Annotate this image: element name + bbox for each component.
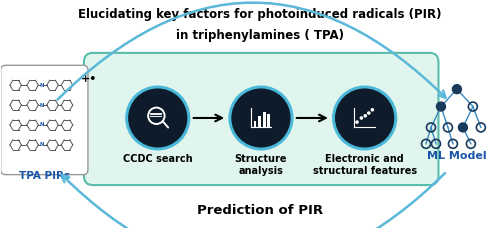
- Circle shape: [364, 115, 366, 117]
- Circle shape: [333, 86, 396, 150]
- Text: Structure
analysis: Structure analysis: [234, 154, 287, 176]
- Text: Elucidating key factors for photoinduced radicals (PIR): Elucidating key factors for photoinduced…: [78, 8, 442, 21]
- FancyArrowPatch shape: [62, 173, 445, 229]
- Bar: [268, 114, 270, 127]
- Circle shape: [372, 109, 374, 111]
- Text: N: N: [40, 142, 44, 147]
- Text: Prediction of PIR: Prediction of PIR: [197, 204, 323, 217]
- Circle shape: [452, 85, 462, 94]
- Circle shape: [368, 112, 370, 114]
- Text: +•: +•: [82, 74, 98, 84]
- Circle shape: [229, 86, 293, 150]
- Circle shape: [336, 89, 394, 147]
- Bar: [258, 116, 261, 127]
- Bar: [254, 121, 256, 127]
- FancyBboxPatch shape: [0, 65, 88, 175]
- Circle shape: [126, 86, 190, 150]
- Text: ML Model: ML Model: [427, 151, 486, 161]
- Circle shape: [356, 121, 358, 123]
- Text: TPA PIRs: TPA PIRs: [19, 171, 70, 181]
- Circle shape: [436, 102, 446, 111]
- Text: Electronic and
structural features: Electronic and structural features: [312, 154, 416, 176]
- FancyBboxPatch shape: [84, 53, 438, 185]
- Circle shape: [360, 117, 362, 119]
- FancyArrowPatch shape: [58, 3, 446, 100]
- Circle shape: [129, 89, 186, 147]
- Bar: [263, 112, 266, 127]
- Text: CCDC search: CCDC search: [123, 154, 192, 164]
- Text: N: N: [40, 83, 44, 88]
- Text: N: N: [40, 103, 44, 108]
- Text: N: N: [40, 123, 44, 127]
- Text: in triphenylamines ( TPA): in triphenylamines ( TPA): [176, 29, 344, 42]
- Circle shape: [232, 89, 290, 147]
- Circle shape: [458, 123, 468, 132]
